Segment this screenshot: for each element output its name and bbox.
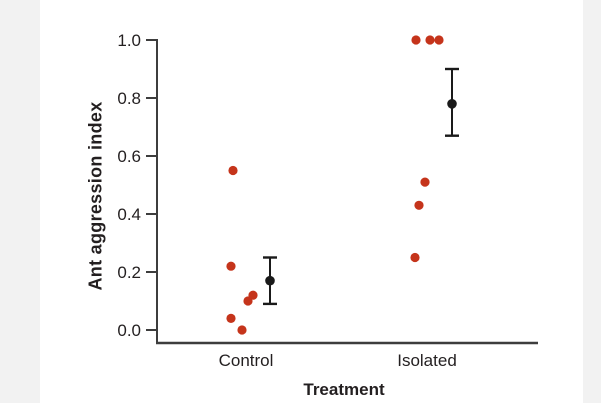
data-point <box>228 165 238 176</box>
y-axis-title: Ant aggression index <box>85 101 106 291</box>
y-tick-label: 0.0 <box>117 321 141 340</box>
data-point <box>411 35 421 45</box>
page-margin-right <box>583 0 601 403</box>
y-tick-label: 0.8 <box>117 89 141 108</box>
data-point <box>226 313 236 323</box>
data-point <box>237 325 247 335</box>
x-tick-label-control: Control <box>218 351 274 370</box>
data-point <box>425 35 435 45</box>
data-point <box>420 177 430 187</box>
x-tick-label-isolated: Isolated <box>397 351 457 370</box>
data-point <box>226 261 236 271</box>
page-margin-left <box>0 0 40 403</box>
data-point <box>410 252 420 263</box>
mean-point <box>265 275 275 286</box>
mean-point <box>447 99 457 109</box>
y-tick-label: 0.4 <box>117 205 141 224</box>
data-point <box>434 35 444 45</box>
x-axis-title: Treatment <box>303 380 385 399</box>
y-tick-label: 1.0 <box>117 31 141 50</box>
y-tick-label: 0.6 <box>117 147 141 166</box>
y-tick-label: 0.2 <box>117 263 141 282</box>
data-point <box>243 296 253 306</box>
data-point <box>414 200 424 210</box>
